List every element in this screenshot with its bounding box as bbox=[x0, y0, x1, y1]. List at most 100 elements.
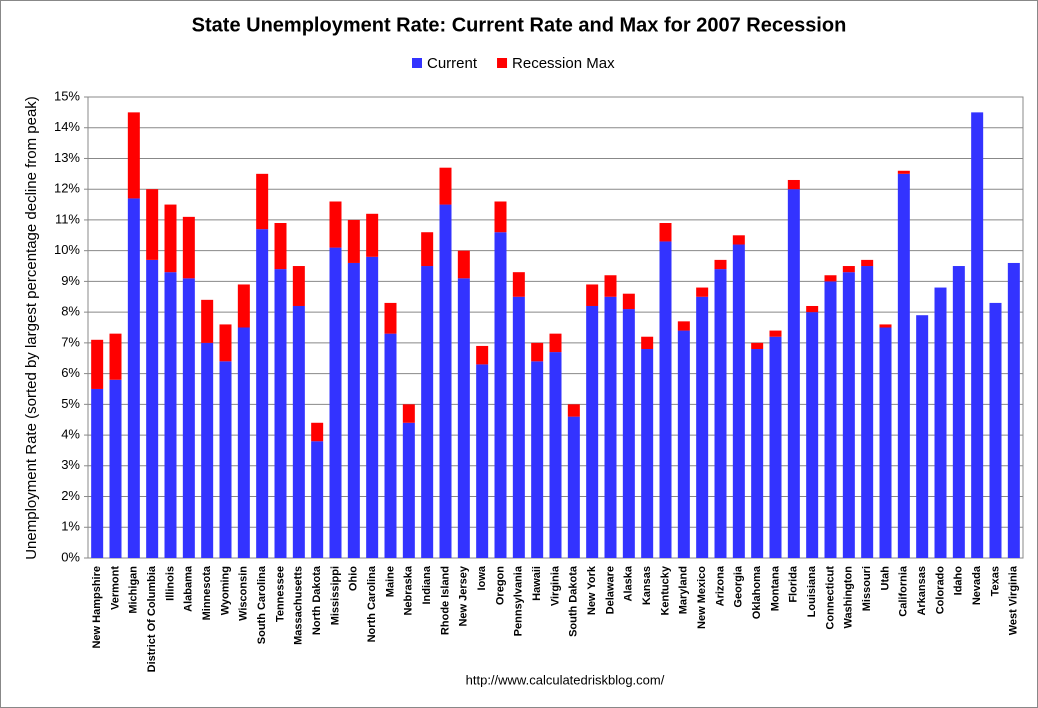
x-tick-label: Rhode Island bbox=[439, 566, 451, 635]
bar-segment bbox=[91, 339, 104, 389]
x-tick-label: Kansas bbox=[641, 566, 653, 605]
bar-segment bbox=[512, 296, 525, 558]
bar-segment bbox=[879, 327, 892, 558]
y-tick-label: 13% bbox=[54, 150, 80, 165]
bar-segment bbox=[549, 352, 562, 558]
bar-segment bbox=[769, 336, 782, 558]
bar-segment bbox=[494, 201, 507, 233]
x-tick-label: New Jersey bbox=[458, 565, 470, 626]
x-tick-label: North Dakota bbox=[311, 565, 323, 635]
bar-segment bbox=[567, 416, 580, 558]
x-tick-label: Michigan bbox=[128, 566, 140, 614]
bar-segment bbox=[696, 296, 709, 558]
bar-segment bbox=[457, 278, 470, 558]
bar-segment bbox=[714, 259, 727, 270]
x-tick-label: Oklahoma bbox=[751, 565, 763, 619]
bar-segment bbox=[751, 342, 764, 350]
bar-segment bbox=[934, 287, 947, 558]
x-tick-label: Idaho bbox=[953, 566, 965, 596]
x-tick-label: Mississippi bbox=[329, 566, 341, 625]
x-tick-label: Connecticut bbox=[824, 566, 836, 630]
bar-segment bbox=[201, 342, 214, 558]
bar-segment bbox=[714, 269, 727, 558]
x-tick-label: Delaware bbox=[604, 566, 616, 614]
x-tick-label: Wisconsin bbox=[238, 566, 250, 621]
bar-segment bbox=[824, 281, 837, 558]
bar-segment bbox=[549, 333, 562, 353]
x-tick-label: Oregon bbox=[494, 566, 506, 605]
bar-segment bbox=[677, 330, 690, 558]
x-tick-label: West Virginia bbox=[1008, 565, 1020, 635]
x-tick-label: North Carolina bbox=[366, 565, 378, 642]
bar-segment bbox=[494, 232, 507, 558]
bar-segment bbox=[164, 272, 177, 558]
x-tick-label: Virginia bbox=[549, 565, 561, 606]
legend-swatch bbox=[412, 58, 422, 68]
legend-label: Recession Max bbox=[512, 55, 615, 72]
bar-segment bbox=[292, 266, 305, 306]
bar-segment bbox=[769, 330, 782, 337]
bar-segment bbox=[751, 349, 764, 558]
bar-segment bbox=[512, 272, 525, 297]
bar-segment bbox=[916, 315, 929, 558]
bar-segment bbox=[531, 361, 544, 558]
bar-segment bbox=[677, 321, 690, 331]
x-tick-label: Ohio bbox=[348, 566, 360, 591]
x-tick-label: Florida bbox=[788, 565, 800, 603]
x-tick-label: Maryland bbox=[678, 566, 690, 614]
bar-segment bbox=[696, 287, 709, 297]
x-tick-label: Minnesota bbox=[201, 565, 213, 620]
y-tick-label: 7% bbox=[61, 334, 80, 349]
bar-segment bbox=[292, 305, 305, 558]
bar-segment bbox=[421, 232, 434, 267]
bar-segment bbox=[732, 235, 745, 245]
bar-segment bbox=[604, 275, 617, 297]
bar-segment bbox=[329, 201, 342, 248]
bar-segment bbox=[897, 173, 910, 559]
bar-segment bbox=[201, 299, 214, 343]
x-tick-label: Maine bbox=[384, 566, 396, 597]
bar-segment bbox=[732, 244, 745, 558]
bar-segment bbox=[842, 272, 855, 558]
bar-segment bbox=[439, 167, 452, 205]
x-tick-label: District Of Columbia bbox=[146, 565, 158, 672]
x-tick-label: Washington bbox=[843, 566, 855, 629]
bar-segment bbox=[861, 266, 874, 558]
bar-segment bbox=[109, 379, 122, 558]
bar-segment bbox=[421, 266, 434, 558]
y-tick-label: 9% bbox=[61, 273, 80, 288]
bar-segment bbox=[384, 333, 397, 558]
bar-segment bbox=[659, 223, 672, 242]
bar-segment bbox=[622, 309, 635, 558]
x-tick-label: Wyoming bbox=[219, 566, 231, 615]
x-tick-label: Massachusetts bbox=[293, 566, 305, 645]
bar-segment bbox=[531, 342, 544, 362]
y-axis-label: Unemployment Rate (sorted by largest per… bbox=[23, 96, 40, 560]
x-tick-label: Alabama bbox=[183, 565, 195, 612]
legend-label: Current bbox=[427, 55, 478, 72]
x-tick-label: Illinois bbox=[164, 566, 176, 601]
x-tick-label: Arkansas bbox=[916, 566, 928, 616]
y-tick-label: 12% bbox=[54, 181, 80, 196]
y-tick-label: 14% bbox=[54, 119, 80, 134]
bar-segment bbox=[256, 173, 269, 230]
x-tick-label: South Carolina bbox=[256, 565, 268, 644]
bar-segment bbox=[329, 247, 342, 559]
bar-segment bbox=[879, 324, 892, 328]
x-tick-label: Nevada bbox=[971, 565, 983, 605]
x-tick-label: Missouri bbox=[861, 566, 873, 611]
bar-segment bbox=[457, 250, 470, 279]
x-tick-label: Nebraska bbox=[403, 565, 415, 615]
bar-segment bbox=[256, 229, 269, 559]
bar-segment bbox=[182, 278, 195, 558]
chart-title: State Unemployment Rate: Current Rate an… bbox=[192, 14, 847, 36]
bar-segment bbox=[237, 284, 250, 328]
x-tick-label: New York bbox=[586, 565, 598, 615]
bar-segment bbox=[109, 333, 122, 380]
bar-segment bbox=[127, 198, 140, 559]
bar-segment bbox=[861, 259, 874, 267]
x-tick-label: Georgia bbox=[733, 565, 745, 607]
x-tick-label: Alaska bbox=[623, 565, 635, 601]
bar-segment bbox=[402, 404, 415, 423]
